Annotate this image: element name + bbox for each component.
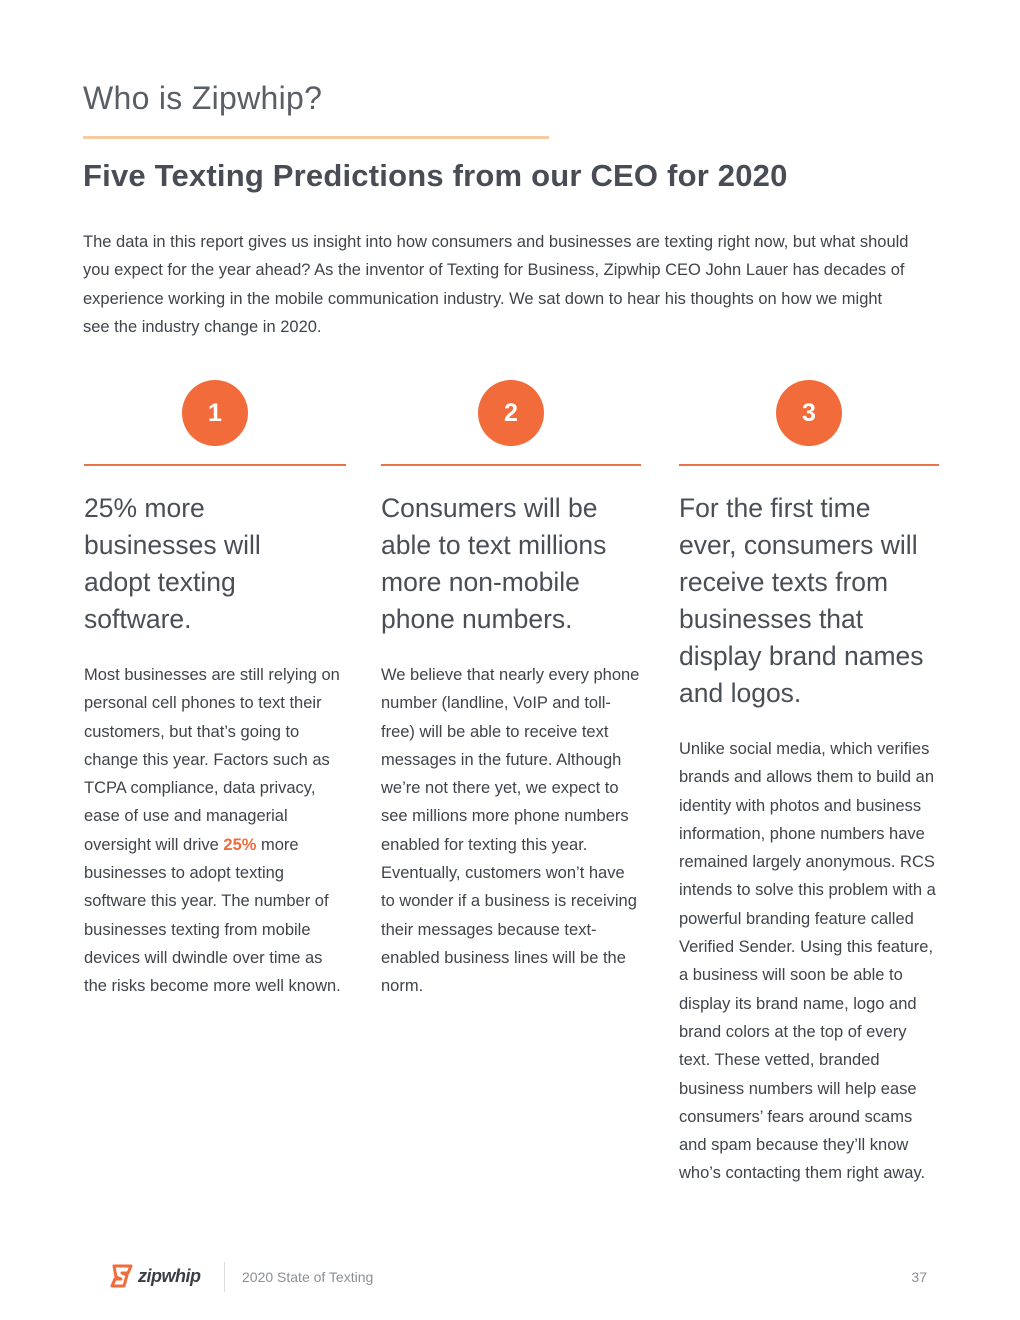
intro: The data in this report gives us insight… — [83, 233, 909, 336]
logo-text: zipwhip — [138, 1265, 201, 1286]
body-text: more businesses to adopt texting softwar… — [84, 835, 341, 996]
page-title: Five Texting Predictions from our CEO fo… — [83, 158, 788, 193]
report-name: 2020 State of Texting — [242, 1269, 374, 1285]
prediction: 2 Consumers will be able to text million… — [381, 380, 641, 1001]
divider — [679, 464, 939, 466]
logo: zipwhip — [110, 1264, 201, 1288]
prediction-heading: 25% more businesses will adopt texting s… — [84, 493, 261, 634]
title-rule — [83, 136, 549, 139]
prediction: 3 For the first time ever, consumers wil… — [679, 380, 939, 1188]
logo-icon — [110, 1264, 133, 1288]
divider — [84, 464, 346, 466]
prediction-body: Most businesses are still relying on per… — [84, 661, 346, 1001]
divider — [381, 464, 641, 466]
prediction: 1 25% more businesses will adopt texting… — [84, 380, 346, 1001]
prediction-body: Unlike social media, which verifies bran… — [679, 740, 936, 1183]
highlight: 25% — [223, 835, 257, 854]
prediction-heading: Consumers will be able to text millions … — [381, 493, 607, 634]
footer-divider — [224, 1262, 225, 1292]
prediction-heading: For the first time ever, consumers will … — [679, 493, 924, 708]
number-badge: 1 — [182, 380, 248, 446]
body-text: Most businesses are still relying on per… — [84, 666, 340, 854]
prediction-body: We believe that nearly every phone numbe… — [381, 666, 640, 996]
number-badge: 2 — [478, 380, 544, 446]
number-badge: 3 — [776, 380, 842, 446]
section-title: Who is Zipwhip? — [83, 80, 323, 116]
page-number: 37 — [911, 1269, 927, 1285]
